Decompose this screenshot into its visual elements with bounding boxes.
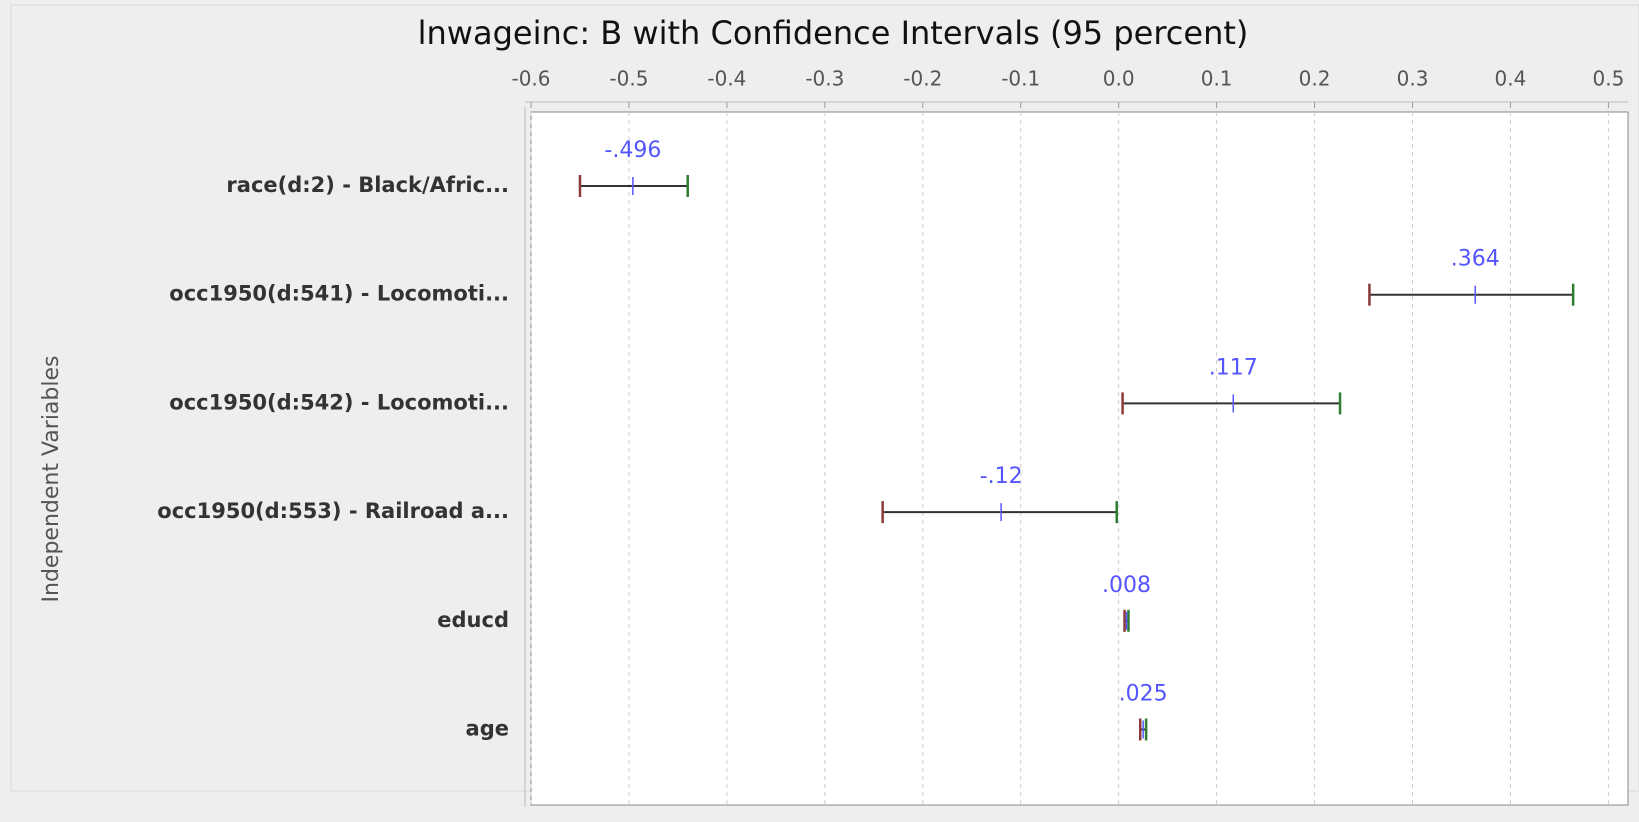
value-label: .025 <box>1119 682 1168 707</box>
x-tick-label: -0.3 <box>805 67 844 91</box>
chart-title: lnwageinc: B with Confidence Intervals (… <box>418 14 1249 52</box>
value-label: -.496 <box>604 138 661 163</box>
category-label: age <box>466 717 509 741</box>
category-label: occ1950(d:553) - Railroad a... <box>157 499 509 523</box>
x-tick-label: -0.5 <box>609 67 648 91</box>
value-label: .364 <box>1451 247 1500 272</box>
x-tick-label: 0.3 <box>1397 67 1429 91</box>
x-tick-label: 0.2 <box>1299 67 1331 91</box>
category-label: occ1950(d:542) - Locomoti... <box>169 390 509 414</box>
x-tick-label: 0.5 <box>1593 67 1625 91</box>
category-label: race(d:2) - Black/Afric... <box>226 173 509 197</box>
x-tick-label: 0.1 <box>1201 67 1233 91</box>
x-tick-label: -0.1 <box>1001 67 1040 91</box>
y-axis-label: Independent Variables <box>39 356 64 603</box>
value-label: .117 <box>1209 355 1258 380</box>
value-label: -.12 <box>980 464 1023 489</box>
plot-area <box>530 111 1629 806</box>
x-tick-label: -0.4 <box>707 67 746 91</box>
value-label: .008 <box>1102 573 1151 598</box>
category-label: occ1950(d:541) - Locomoti... <box>169 282 509 306</box>
x-tick-label: 0.4 <box>1495 67 1527 91</box>
x-tick-label: 0.0 <box>1103 67 1135 91</box>
x-tick-label: -0.6 <box>511 67 550 91</box>
x-tick-label: -0.2 <box>903 67 942 91</box>
category-label: educd <box>437 608 509 632</box>
